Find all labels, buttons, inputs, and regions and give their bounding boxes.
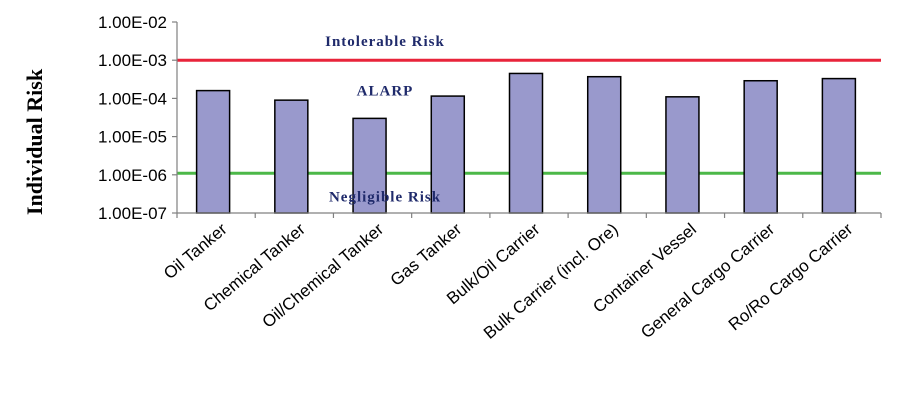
- category-label: Oil Tanker: [160, 219, 231, 283]
- y-axis-title: Individual Risk: [22, 68, 47, 215]
- y-tick-label: 1.00E-06: [98, 166, 167, 185]
- bar: [508, 72, 544, 214]
- bar: [352, 117, 387, 214]
- bar: [195, 89, 231, 214]
- y-tick-label: 1.00E-05: [98, 128, 167, 147]
- y-tick-label: 1.00E-04: [98, 89, 167, 108]
- y-tick-label: 1.00E-03: [98, 51, 167, 70]
- bar: [586, 75, 622, 214]
- bar: [821, 77, 857, 214]
- category-label: General Cargo Carrier: [637, 219, 778, 342]
- y-tick-label: 1.00E-07: [98, 204, 167, 223]
- bar: [743, 79, 778, 214]
- category-label: Gas Tanker: [387, 219, 466, 289]
- bar: [274, 99, 309, 214]
- zone-label: ALARP: [357, 84, 414, 100]
- zone-label: Intolerable Risk: [325, 34, 445, 50]
- bar: [665, 96, 700, 214]
- y-tick-label: 1.00E-02: [98, 13, 167, 32]
- zone-label: Negligible Risk: [329, 190, 441, 206]
- category-label: Bulk Carrier (incl. Ore): [480, 220, 622, 343]
